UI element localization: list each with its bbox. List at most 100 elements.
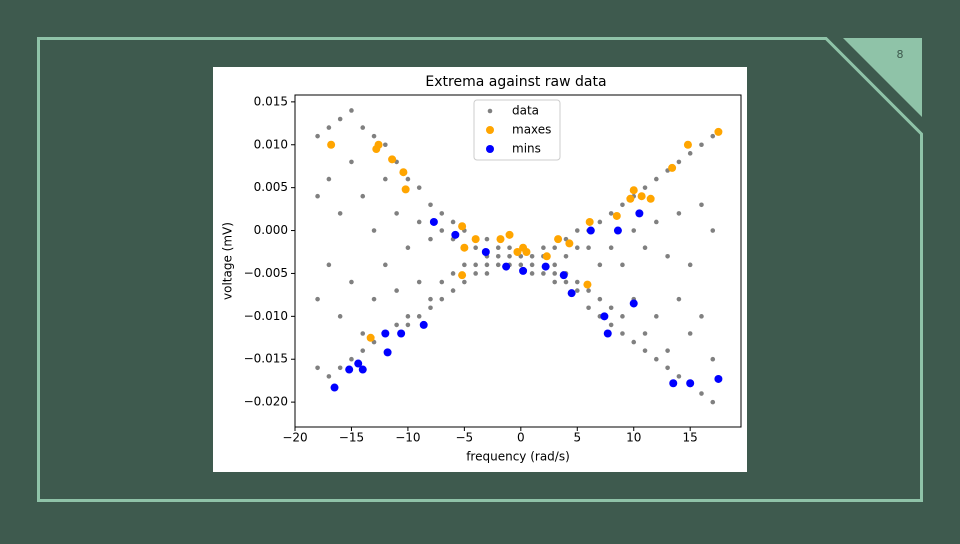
point: [563, 279, 569, 285]
point: [586, 288, 591, 293]
point: [371, 228, 377, 233]
y-tick-label: −0.010: [244, 309, 288, 323]
point: [439, 279, 445, 285]
point: [586, 245, 591, 251]
point: [349, 356, 354, 362]
point: [473, 262, 478, 268]
point: [574, 279, 580, 285]
point: [669, 379, 678, 388]
point: [439, 296, 445, 302]
point: [326, 374, 332, 379]
point: [714, 374, 723, 383]
point: [388, 155, 397, 164]
point: [714, 127, 723, 136]
point: [676, 296, 682, 302]
point: [654, 356, 659, 362]
point: [399, 168, 408, 177]
point: [552, 279, 557, 285]
point: [686, 379, 695, 388]
point: [337, 365, 343, 371]
point: [358, 365, 367, 374]
point: [401, 185, 410, 194]
point: [665, 253, 670, 259]
point: [345, 365, 354, 374]
y-tick-label: −0.005: [244, 266, 288, 280]
y-axis-label: voltage (mV): [221, 222, 235, 300]
point: [518, 262, 524, 268]
point: [315, 133, 320, 139]
axes-frame: [294, 94, 742, 428]
point: [600, 312, 609, 321]
point: [699, 142, 704, 148]
point: [315, 365, 320, 371]
point: [381, 329, 390, 338]
point: [665, 365, 670, 371]
point: [473, 245, 478, 251]
point: [608, 211, 614, 216]
point: [542, 252, 551, 261]
plot: [315, 108, 723, 405]
point: [541, 262, 550, 271]
point: [597, 262, 603, 268]
point: [354, 359, 363, 368]
point: [541, 271, 546, 276]
point: [529, 262, 535, 268]
point: [374, 140, 383, 149]
point: [626, 194, 635, 203]
legend-label: mins: [512, 142, 541, 156]
point: [495, 262, 501, 268]
point: [529, 271, 535, 276]
y-tick-label: −0.020: [244, 395, 288, 409]
point: [383, 142, 388, 148]
point: [428, 236, 433, 242]
point: [416, 185, 422, 190]
point: [642, 245, 648, 251]
x-tick-label: 10: [626, 431, 641, 445]
point: [620, 314, 625, 319]
point: [567, 289, 576, 298]
x-axis-label: frequency (rad/s): [466, 450, 570, 464]
point: [687, 151, 693, 156]
point: [505, 230, 514, 239]
x-tick-label: 0: [517, 431, 525, 445]
point: [429, 217, 438, 226]
point: [507, 253, 512, 259]
point: [507, 245, 512, 251]
point: [360, 331, 366, 336]
x-tick-label: 5: [573, 431, 581, 445]
point: [699, 202, 704, 208]
point: [552, 271, 557, 276]
y-tick-label: 0.015: [254, 94, 288, 108]
point: [428, 202, 433, 208]
point: [450, 271, 456, 276]
point: [326, 262, 332, 268]
point: [481, 247, 490, 256]
x-tick-label: −10: [395, 431, 420, 445]
point: [439, 228, 445, 233]
point: [458, 222, 467, 231]
point: [450, 288, 456, 293]
point: [631, 228, 637, 233]
point: [635, 209, 644, 218]
point: [710, 133, 716, 139]
point: [654, 176, 659, 182]
point: [450, 219, 456, 225]
point: [439, 211, 445, 216]
legend-label: maxes: [512, 123, 551, 137]
point: [541, 245, 546, 251]
point: [654, 219, 659, 225]
point: [583, 280, 592, 289]
point: [451, 230, 460, 239]
chart-title: Extrema against raw data: [425, 74, 606, 90]
point: [371, 133, 377, 139]
point: [552, 245, 557, 251]
point: [613, 226, 622, 235]
point: [687, 262, 693, 268]
point: [676, 374, 682, 379]
point: [349, 279, 354, 285]
point: [366, 333, 375, 342]
y-tick-label: 0.010: [254, 137, 288, 151]
point: [646, 194, 655, 203]
